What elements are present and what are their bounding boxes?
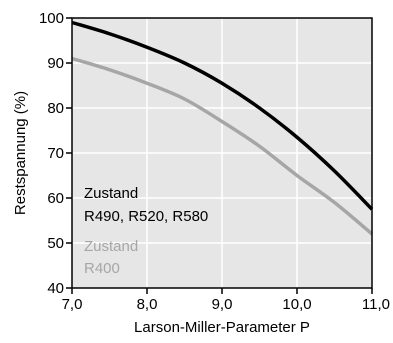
annotation-zustand-r400: Zustand <box>84 238 138 255</box>
series-line-1 <box>71 56 374 236</box>
annotation-zustand-r490: Zustand <box>84 185 138 202</box>
x-tick-label: 9,0 <box>212 296 233 313</box>
y-tick-label: 90 <box>47 55 64 72</box>
y-axis: 40 50 60 70 80 90 100 <box>39 10 72 297</box>
series-lines <box>71 20 374 236</box>
y-tick-label: 100 <box>39 10 64 27</box>
annotation-zustand-r400-list: R400 <box>84 260 120 277</box>
x-tick-label: 8,0 <box>137 296 158 313</box>
x-tick-label: 7,0 <box>62 296 83 313</box>
y-tick-label: 80 <box>47 100 64 117</box>
series-line-0 <box>71 20 374 211</box>
y-tick-label: 50 <box>47 235 64 252</box>
x-tick-label: 10,0 <box>282 296 311 313</box>
annotation-zustand-r490-list: R490, R520, R580 <box>84 208 208 225</box>
y-tick-label: 60 <box>47 190 64 207</box>
x-axis: 7,0 8,0 9,0 10,0 11,0 <box>62 288 390 313</box>
y-tick-label: 70 <box>47 145 64 162</box>
x-axis-title: Larson-Miller-Parameter P <box>134 319 310 336</box>
grid <box>72 18 372 288</box>
x-tick-label: 11,0 <box>362 296 390 313</box>
y-tick-label: 40 <box>47 280 64 297</box>
y-axis-title: Restspannung (%) <box>12 91 29 215</box>
